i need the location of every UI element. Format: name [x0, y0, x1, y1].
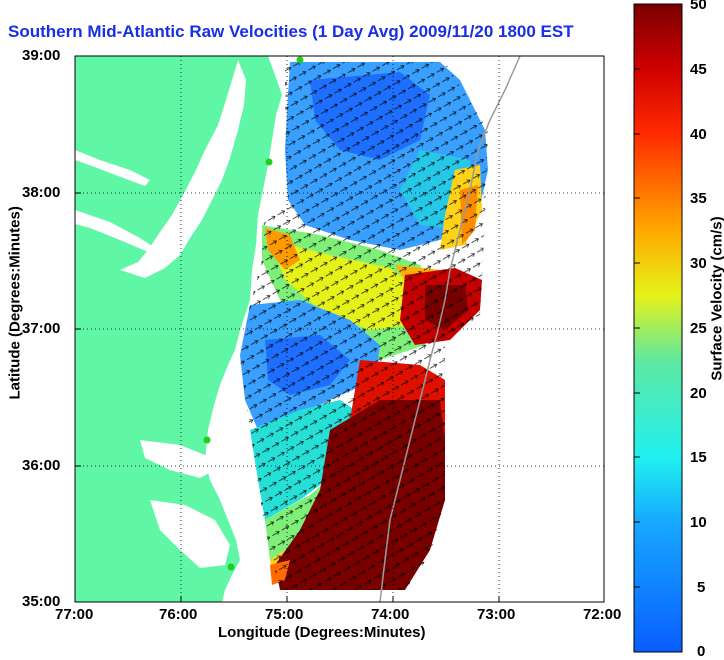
colorbar [634, 4, 682, 652]
colorbar-tick-label: 45 [690, 61, 707, 78]
x-tick-label: 74:00 [371, 606, 409, 623]
colorbar-tick-label: 10 [690, 514, 707, 531]
colorbar-tick-label: 5 [697, 579, 705, 596]
colorbar-tick-label: 30 [690, 255, 707, 272]
station-marker [266, 159, 273, 166]
x-axis-label: Longitude (Degrees:Minutes) [218, 624, 426, 641]
y-tick-label: 38:00 [22, 184, 60, 201]
colorbar-tick-label: 40 [690, 126, 707, 143]
x-tick-label: 75:00 [265, 606, 303, 623]
y-tick-label: 39:00 [22, 47, 60, 64]
colorbar-tick-label: 35 [690, 190, 707, 207]
station-marker [297, 57, 304, 64]
station-marker [228, 564, 235, 571]
colorbar-label: Surface Velocity (cm/s) [709, 204, 724, 394]
colorbar-tick-label: 25 [690, 320, 707, 337]
colorbar-tick-label: 20 [690, 385, 707, 402]
y-tick-label: 36:00 [22, 457, 60, 474]
y-tick-label: 37:00 [22, 320, 60, 337]
y-tick-label: 35:00 [22, 593, 60, 610]
colorbar-tick-label: 15 [690, 449, 707, 466]
x-tick-label: 76:00 [159, 606, 197, 623]
x-tick-label: 72:00 [583, 606, 621, 623]
station-marker [204, 437, 211, 444]
x-tick-label: 73:00 [477, 606, 515, 623]
colorbar-tick-label: 0 [697, 643, 705, 660]
x-tick-label: 77:00 [55, 606, 93, 623]
colorbar-tick-label: 50 [690, 0, 707, 13]
y-axis-label: Latitude (Degrees:Minutes) [7, 230, 24, 400]
